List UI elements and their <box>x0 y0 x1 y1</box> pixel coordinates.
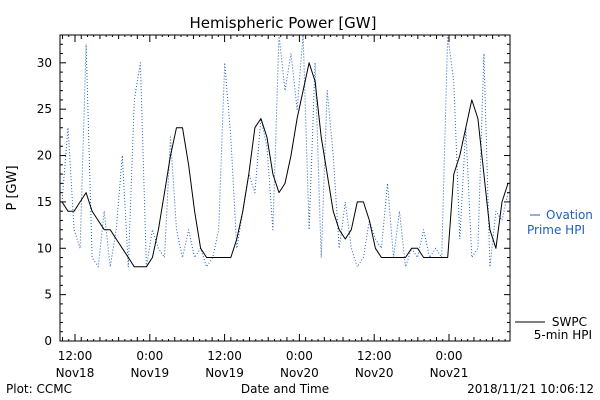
chart-title: Hemispheric Power [GW] <box>190 14 377 32</box>
y-tick-label: 10 <box>37 241 52 255</box>
legend-swpc-line1: SWPC <box>552 315 587 329</box>
x-tick-date: Nov19 <box>130 366 169 380</box>
plot-credit: Plot: CCMC <box>6 382 72 396</box>
x-tick-date: Nov20 <box>280 366 319 380</box>
y-axis-ticks: 0 5 10 15 20 25 30 <box>37 34 510 348</box>
y-tick-label: 30 <box>37 56 52 70</box>
legend-swpc: SWPC 5-min HPI <box>515 315 592 342</box>
y-tick-label: 20 <box>37 149 52 163</box>
x-tick-date: Nov20 <box>355 366 394 380</box>
x-axis-label: Date and Time <box>241 382 329 396</box>
y-tick-label: 5 <box>44 288 52 302</box>
x-axis-ticks: 12:00 Nov18 0:00 Nov19 12:00 Nov19 0:00 Nov20 12… <box>56 35 506 380</box>
x-tick-time: 12:00 <box>357 349 392 363</box>
y-tick-label: 15 <box>37 195 52 209</box>
x-tick-time: 0:00 <box>436 349 463 363</box>
legend-ovation-line1: Ovation <box>546 208 593 222</box>
legend-ovation-line2: Prime HPI <box>527 223 585 237</box>
x-tick-time: 0:00 <box>136 349 163 363</box>
plot-frame <box>59 34 511 342</box>
series-layer <box>61 34 509 268</box>
series-line-swpc <box>61 62 509 268</box>
y-tick-label: 0 <box>44 334 52 348</box>
y-axis-label: P [GW] <box>5 165 20 210</box>
x-tick-time: 0:00 <box>286 349 313 363</box>
x-tick-date: Nov19 <box>205 366 244 380</box>
y-tick-label: 25 <box>37 102 52 116</box>
x-tick-date: Nov21 <box>430 366 469 380</box>
x-tick-date: Nov18 <box>56 366 95 380</box>
x-tick-time: 12:00 <box>58 349 93 363</box>
x-tick-time: 12:00 <box>207 349 242 363</box>
plot-timestamp: 2018/11/21 10:06:12 <box>467 382 594 396</box>
legend-swpc-line2: 5-min HPI <box>534 328 592 342</box>
series-line-ovation <box>61 34 509 268</box>
legend-ovation: Ovation Prime HPI <box>527 208 593 237</box>
